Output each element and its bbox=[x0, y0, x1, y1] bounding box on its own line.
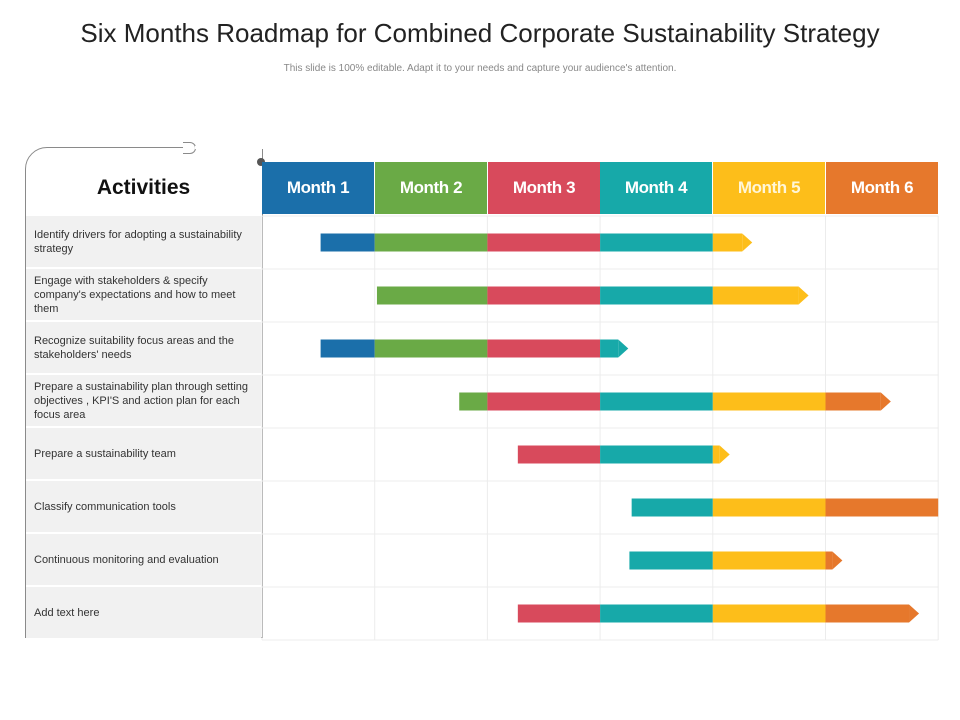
gantt-bar-segment bbox=[825, 604, 910, 623]
gantt-bar-segment bbox=[600, 286, 713, 305]
gantt-bar-segment bbox=[487, 339, 601, 358]
gantt-bar-segment bbox=[600, 392, 713, 411]
activity-label: Identify drivers for adopting a sustaina… bbox=[26, 216, 261, 267]
gantt-bar-segment bbox=[320, 233, 375, 252]
activity-label: Add text here bbox=[26, 587, 261, 638]
activity-label: Prepare a sustainability team bbox=[26, 428, 261, 479]
month-header: Month 3 bbox=[488, 162, 600, 214]
panel-top-gap bbox=[195, 146, 265, 149]
gantt-bar-segment bbox=[712, 498, 826, 517]
gantt-bar-arrow bbox=[832, 551, 843, 570]
gantt-bar-segment bbox=[487, 233, 601, 252]
gantt-bar-arrow bbox=[798, 286, 809, 305]
gantt-bar-arrow bbox=[880, 392, 891, 411]
gantt-bar-segment bbox=[825, 551, 833, 570]
gantt-bar-arrow bbox=[618, 339, 629, 358]
gantt-bar-segment bbox=[517, 604, 601, 623]
month-header: Month 5 bbox=[713, 162, 825, 214]
slide-title: Six Months Roadmap for Combined Corporat… bbox=[80, 18, 880, 48]
month-header: Month 4 bbox=[600, 162, 712, 214]
gantt-bar-segment bbox=[374, 233, 488, 252]
activity-label: Classify communication tools bbox=[26, 481, 261, 532]
month-header: Month 2 bbox=[375, 162, 487, 214]
gantt-bar-segment bbox=[487, 392, 601, 411]
gantt-bar-segment bbox=[825, 392, 881, 411]
gantt-bar-segment bbox=[712, 445, 720, 464]
gantt-bar-segment bbox=[487, 286, 601, 305]
gantt-bar-arrow bbox=[742, 233, 753, 252]
gantt-bar-segment bbox=[629, 551, 713, 570]
gantt-bar-segment bbox=[600, 233, 713, 252]
gantt-bar-segment bbox=[712, 286, 799, 305]
connector-dot bbox=[257, 158, 265, 166]
gantt-bar-segment bbox=[712, 233, 743, 252]
gantt-bar-segment bbox=[712, 392, 826, 411]
gantt-bar-segment bbox=[825, 498, 939, 517]
gantt-bar-segment bbox=[376, 286, 488, 305]
month-header: Month 1 bbox=[262, 162, 374, 214]
gantt-bar-arrow bbox=[719, 445, 730, 464]
activity-label: Prepare a sustainability plan through se… bbox=[26, 375, 261, 426]
activities-header: Activities bbox=[96, 176, 191, 199]
gantt-bar-segment bbox=[600, 339, 619, 358]
month-header: Month 6 bbox=[826, 162, 938, 214]
gantt-bar-arrow bbox=[909, 604, 920, 623]
gantt-bar-segment bbox=[600, 445, 713, 464]
gantt-bar-segment bbox=[374, 339, 488, 358]
gantt-bar-segment bbox=[320, 339, 375, 358]
activity-label: Recognize suitability focus areas and th… bbox=[26, 322, 261, 373]
slide-subtitle: This slide is 100% editable. Adapt it to… bbox=[283, 63, 677, 74]
gantt-bar-segment bbox=[712, 551, 826, 570]
gantt-bar-segment bbox=[600, 604, 713, 623]
gantt-bar-segment bbox=[631, 498, 713, 517]
gantt-bar-segment bbox=[712, 604, 826, 623]
activity-label: Continuous monitoring and evaluation bbox=[26, 534, 261, 585]
gantt-bar-segment bbox=[459, 392, 488, 411]
gantt-bar-segment bbox=[517, 445, 601, 464]
activity-label: Engage with stakeholders & specify compa… bbox=[26, 269, 261, 320]
